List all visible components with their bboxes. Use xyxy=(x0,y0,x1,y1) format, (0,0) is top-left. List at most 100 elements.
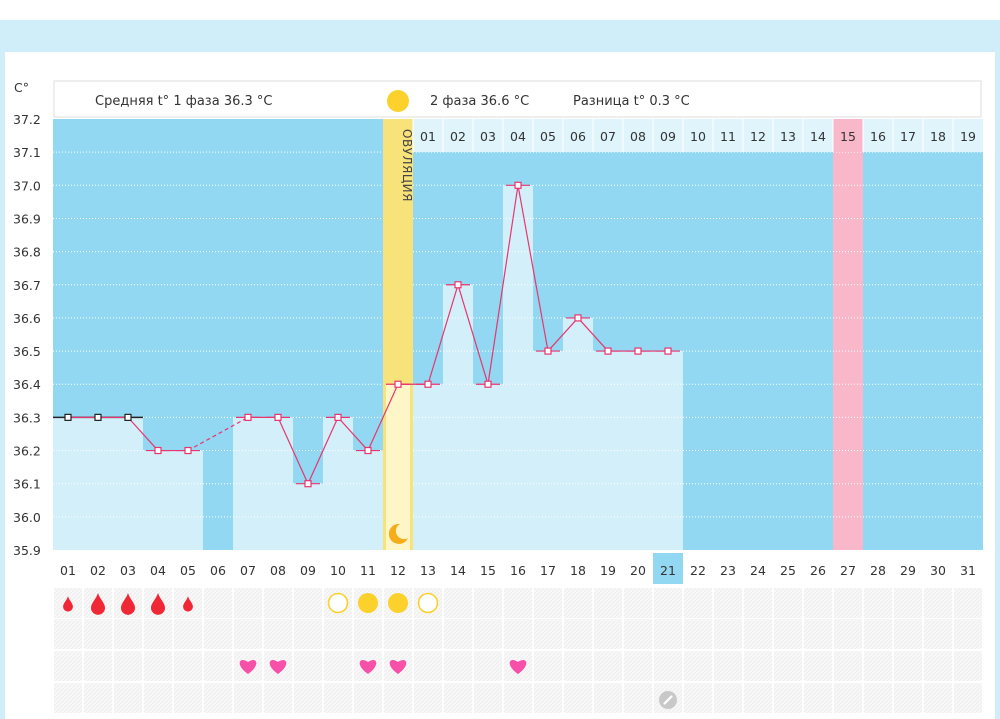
symbol-cell xyxy=(414,619,442,649)
x-tick-label: 02 xyxy=(90,563,106,578)
symbol-cell xyxy=(504,619,532,649)
symbol-cell xyxy=(294,683,322,713)
today-marker xyxy=(653,553,683,584)
cycle-day-label: 01 xyxy=(420,129,436,144)
symbol-cell xyxy=(684,683,712,713)
temperature-bar xyxy=(173,450,203,550)
ovulation-bar xyxy=(386,384,410,550)
symbol-cell xyxy=(354,683,382,713)
symbol-cell xyxy=(444,683,472,713)
mucus-full-icon xyxy=(358,593,378,613)
symbol-cell xyxy=(804,651,832,681)
cycle-day-row xyxy=(413,119,983,152)
highlighted-cycle-day xyxy=(833,119,863,152)
cycle-day-label: 18 xyxy=(930,129,946,144)
symbol-cell xyxy=(144,651,172,681)
y-tick-label: 36.7 xyxy=(13,278,41,293)
x-tick-label: 19 xyxy=(600,563,616,578)
temperature-point xyxy=(304,480,312,488)
cycle-day-label: 03 xyxy=(480,129,496,144)
symbol-cell xyxy=(714,683,742,713)
symbol-cell xyxy=(594,619,622,649)
cycle-day-label: 08 xyxy=(630,129,646,144)
cycle-day-label: 12 xyxy=(750,129,766,144)
x-tick-label: 03 xyxy=(120,563,136,578)
temperature-point xyxy=(604,347,612,355)
note-pencil-mark xyxy=(663,695,673,705)
symbol-cell xyxy=(84,651,112,681)
summary-box xyxy=(53,80,982,118)
symbol-cell xyxy=(354,619,382,649)
symbol-cell xyxy=(954,683,982,713)
temperature-point xyxy=(484,380,492,388)
x-tick-label: 27 xyxy=(840,563,856,578)
temperature-point xyxy=(544,347,552,355)
cycle-day-label: 09 xyxy=(660,129,676,144)
symbol-cell xyxy=(684,619,712,649)
cycle-day-label: 17 xyxy=(900,129,916,144)
series-line xyxy=(487,185,519,385)
blood-drop-icon xyxy=(63,596,73,612)
symbol-cell xyxy=(174,683,202,713)
symbol-cell xyxy=(924,651,952,681)
temperature-point xyxy=(394,380,402,388)
cycle-day-label: 11 xyxy=(720,129,736,144)
symbol-cell xyxy=(714,588,742,618)
series-line xyxy=(277,417,309,484)
blood-drop-icon xyxy=(91,593,106,615)
x-tick-label: 14 xyxy=(450,563,466,578)
y-tick-label: 36.4 xyxy=(13,377,41,392)
temperature-bar xyxy=(563,317,593,550)
symbol-cell xyxy=(264,683,292,713)
symbol-cell xyxy=(324,619,352,649)
x-tick-label: 05 xyxy=(180,563,196,578)
symbol-cell xyxy=(54,683,82,713)
y-tick-label: 36.9 xyxy=(13,211,41,226)
symbol-cell xyxy=(474,619,502,649)
x-tick-label: 01 xyxy=(60,563,76,578)
symbol-cell xyxy=(924,619,952,649)
difference-summary: Разница t° 0.3 °C xyxy=(573,94,690,109)
symbol-cell xyxy=(474,683,502,713)
symbol-cell xyxy=(774,619,802,649)
symbol-cell xyxy=(204,683,232,713)
x-tick-label: 17 xyxy=(540,563,556,578)
cycle-day-label: 04 xyxy=(510,129,526,144)
symbol-cell xyxy=(924,683,952,713)
symbol-cell xyxy=(804,683,832,713)
symbol-cell xyxy=(894,683,922,713)
symbol-cell xyxy=(264,588,292,618)
y-tick-label: 36.0 xyxy=(13,510,41,525)
temperature-point xyxy=(514,181,522,189)
cycle-day-label: 05 xyxy=(540,129,556,144)
symbol-cell xyxy=(324,683,352,713)
x-tick-label: 18 xyxy=(570,563,586,578)
symbol-cell xyxy=(894,651,922,681)
y-tick-label: 36.1 xyxy=(13,477,41,492)
x-tick-label: 25 xyxy=(780,563,796,578)
moon-icon xyxy=(388,523,408,544)
temperature-point xyxy=(574,314,582,322)
symbol-cell xyxy=(54,651,82,681)
x-tick-label: 29 xyxy=(900,563,916,578)
mucus-full-icon xyxy=(388,593,408,613)
symbol-cell xyxy=(234,588,262,618)
symbol-cell xyxy=(534,683,562,713)
symbol-cell xyxy=(204,619,232,649)
symbol-cell xyxy=(504,683,532,713)
y-tick-label: 37.0 xyxy=(13,178,41,193)
temperature-point xyxy=(634,347,642,355)
symbol-cell xyxy=(654,651,682,681)
symbol-cell xyxy=(444,588,472,618)
symbol-cell xyxy=(894,588,922,618)
x-tick-label: 06 xyxy=(210,563,226,578)
x-tick-label: 09 xyxy=(300,563,316,578)
symbol-cell xyxy=(564,651,592,681)
y-axis-unit: C° xyxy=(14,80,29,95)
symbol-cell xyxy=(654,588,682,618)
symbol-cell xyxy=(804,619,832,649)
y-tick-label: 36.3 xyxy=(13,410,41,425)
series-gap-line xyxy=(187,416,249,452)
temperature-point xyxy=(94,413,102,421)
